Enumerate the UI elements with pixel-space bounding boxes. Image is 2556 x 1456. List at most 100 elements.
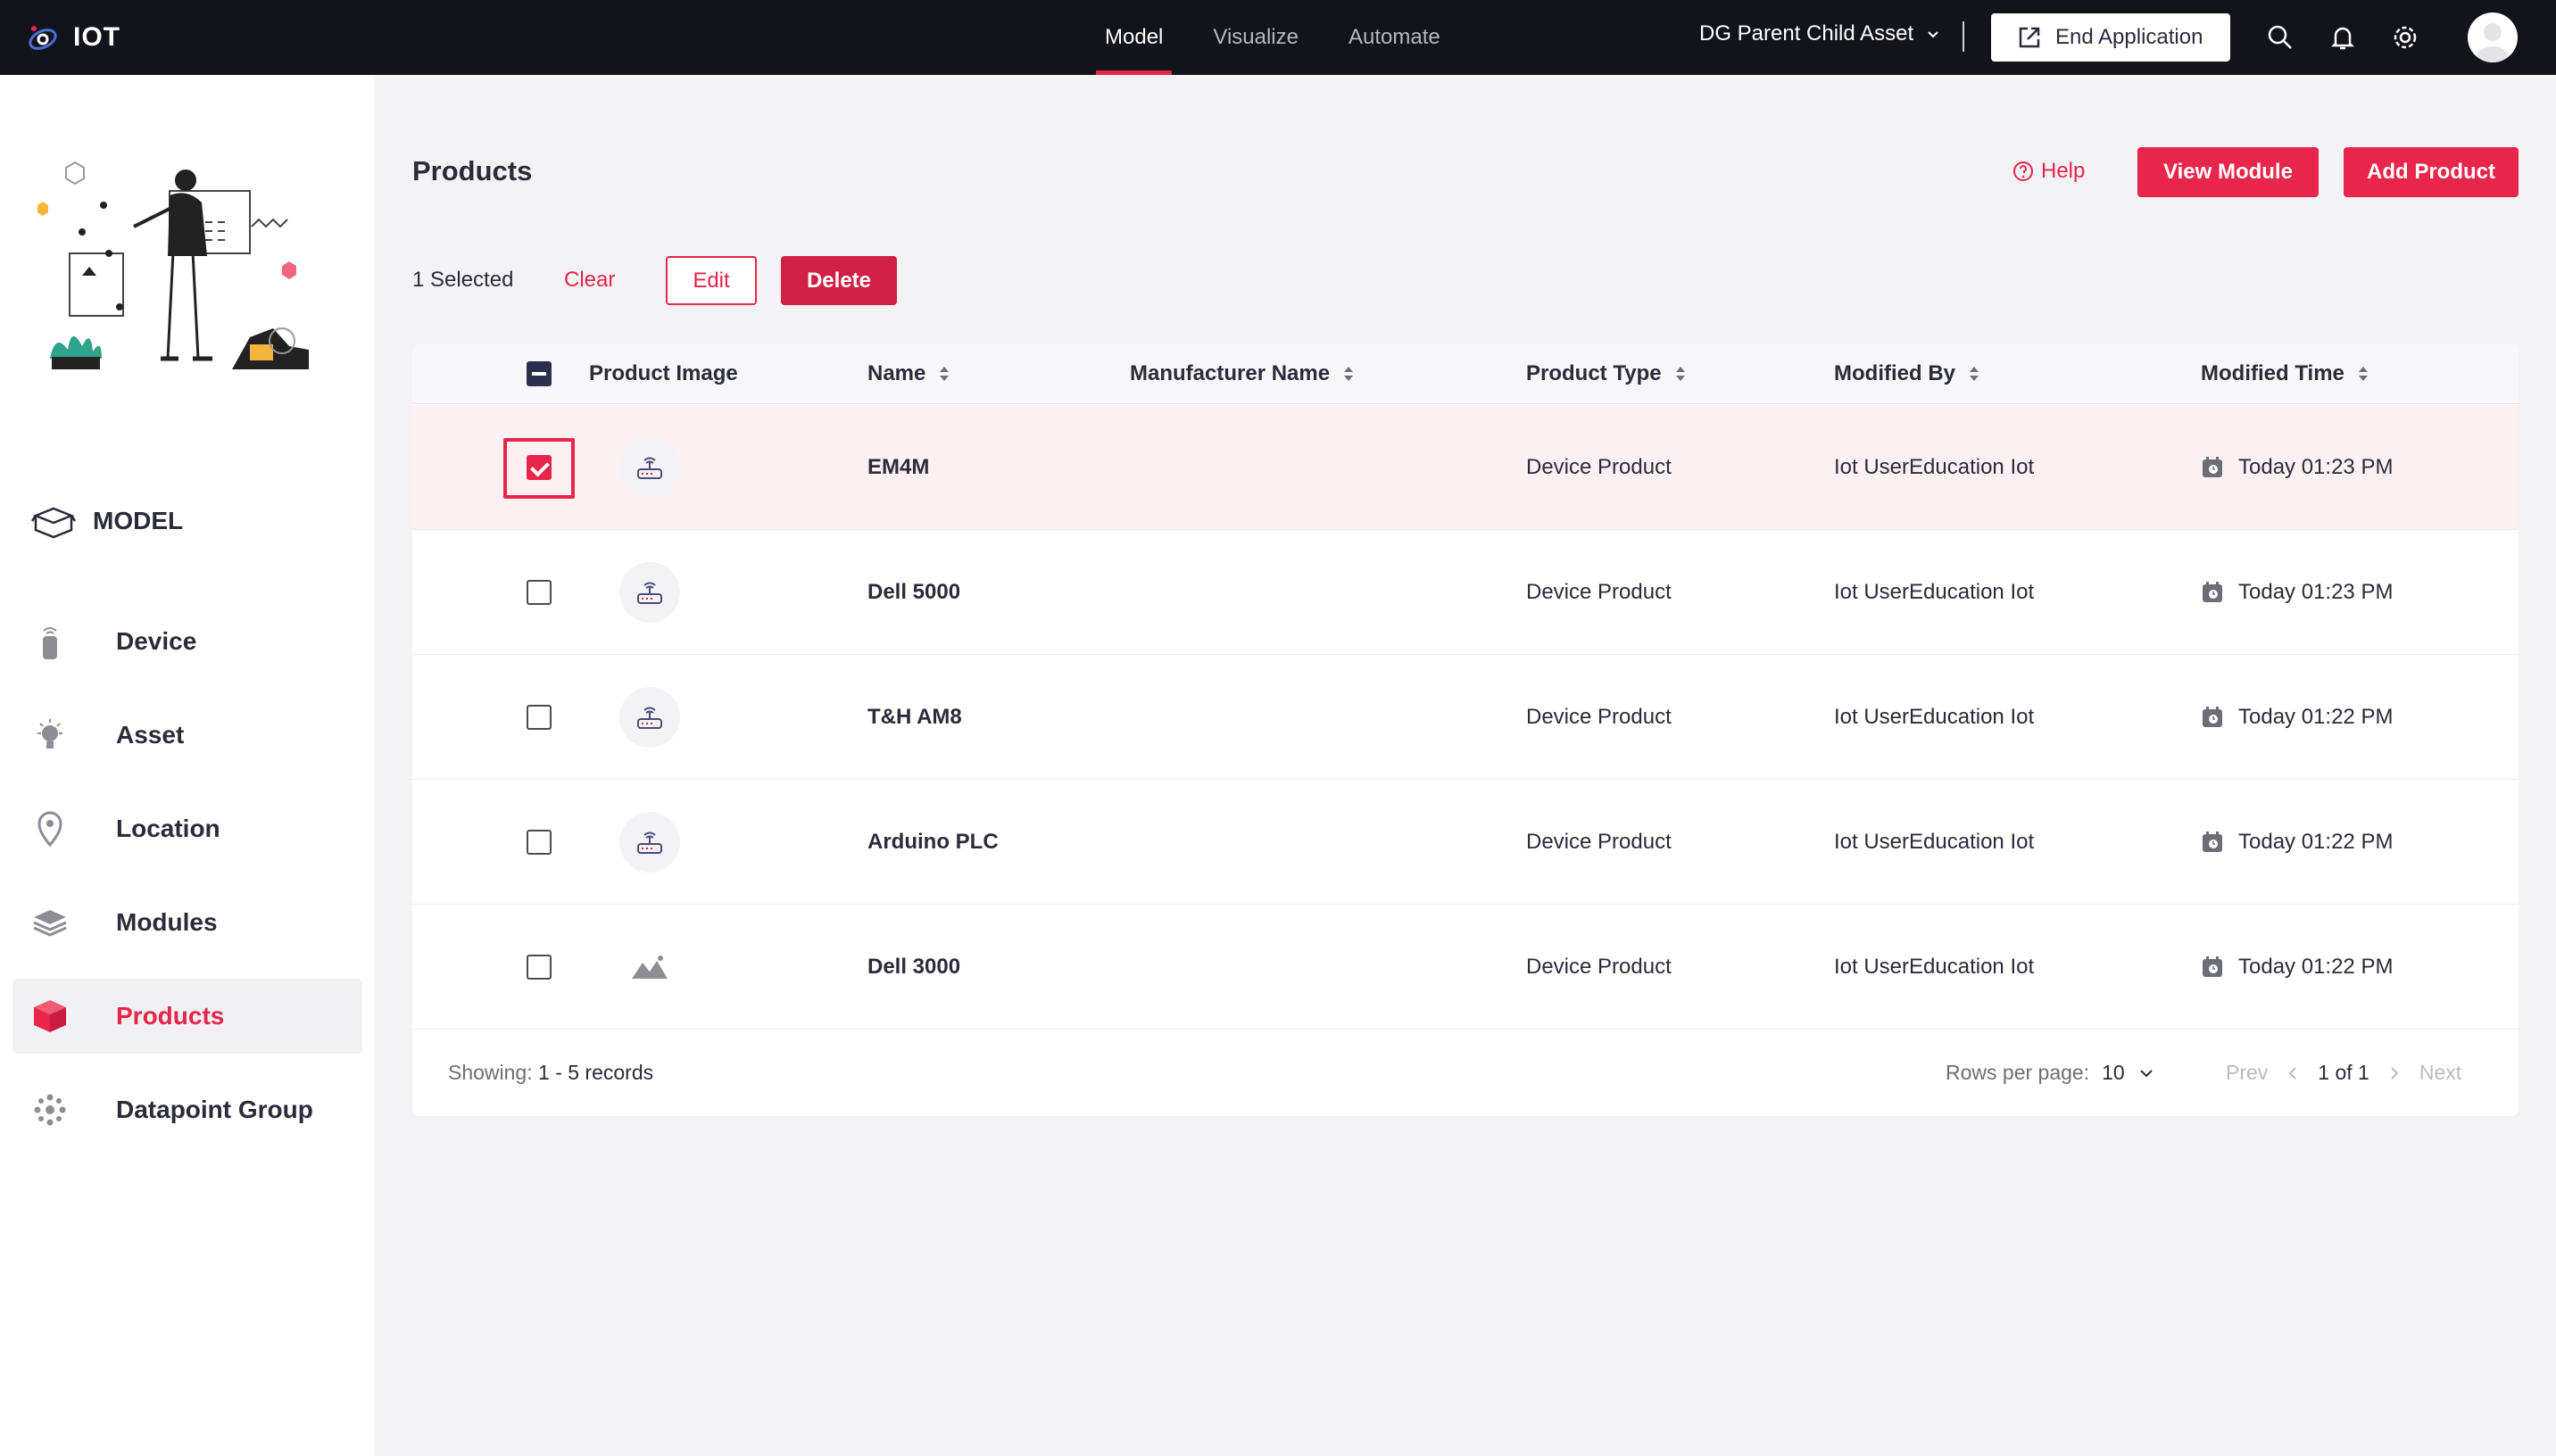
clear-selection-button[interactable]: Clear (564, 268, 616, 292)
open-box-icon (30, 507, 77, 539)
page-indicator: 1 of 1 (2318, 1061, 2369, 1084)
calendar-clock-icon (2203, 831, 2222, 852)
sidebar-item-modules[interactable]: Modules (12, 885, 362, 960)
sidebar-item-products[interactable]: Products (12, 979, 362, 1054)
product-name: Arduino PLC (867, 830, 999, 854)
search-icon[interactable] (2264, 21, 2296, 54)
application-selector-label: DG Parent Child Asset (1699, 21, 1914, 46)
calendar-clock-icon (2203, 707, 2222, 727)
select-all-checkbox[interactable] (527, 361, 552, 386)
end-application-button[interactable]: End Application (1991, 13, 2230, 62)
modified-by: Iot UserEducation Iot (1834, 705, 2035, 729)
selection-count: 1 Selected (412, 268, 514, 292)
view-module-button[interactable]: View Module (2137, 147, 2319, 197)
sidebar-item-label: Datapoint Group (116, 1096, 313, 1123)
app-logo[interactable]: IOT (25, 20, 120, 55)
edit-button[interactable]: Edit (666, 256, 757, 305)
row-checkbox[interactable] (527, 455, 552, 480)
sidebar-item-location[interactable]: Location (12, 791, 362, 866)
table-row[interactable]: EM4M Device Product Iot UserEducation Io… (412, 405, 2519, 530)
modified-time: Today 01:22 PM (2201, 905, 2393, 1030)
help-link[interactable]: Help (2012, 159, 2085, 184)
product-type: Device Product (1526, 580, 1672, 604)
bulb-icon (30, 716, 70, 755)
product-name: T&H AM8 (867, 705, 962, 729)
column-modified-by[interactable]: Modified By (1834, 343, 1980, 404)
table-row[interactable]: T&H AM8 Device Product Iot UserEducation… (412, 655, 2519, 780)
help-label: Help (2041, 159, 2086, 183)
chevron-down-icon (2139, 1069, 2153, 1077)
chevron-right-icon[interactable] (2387, 1064, 2402, 1082)
sidebar-item-label: Location (116, 815, 220, 842)
sidebar-item-label: Products (116, 1002, 225, 1030)
modified-by: Iot UserEducation Iot (1834, 830, 2035, 854)
sidebar-item-datapoint-group[interactable]: Datapoint Group (12, 1072, 362, 1147)
records-summary: Showing: 1 - 5 records (448, 1061, 653, 1085)
column-modified-time[interactable]: Modified Time (2201, 343, 2369, 404)
add-product-button[interactable]: Add Product (2344, 147, 2519, 197)
chevron-left-icon[interactable] (2286, 1064, 2300, 1082)
layers-icon (30, 903, 70, 942)
rows-per-page-label: Rows per page: (1946, 1061, 2090, 1084)
tab-automate[interactable]: Automate (1349, 25, 1440, 49)
product-name: Dell 3000 (867, 955, 961, 979)
router-icon (637, 457, 662, 479)
rows-per-page: Rows per page: 10 (1946, 1061, 2155, 1085)
gear-icon[interactable] (2389, 21, 2421, 54)
column-manufacturer-name[interactable]: Manufacturer Name (1130, 343, 1355, 404)
column-name[interactable]: Name (867, 343, 950, 404)
rows-per-page-value: 10 (2102, 1061, 2125, 1084)
product-type: Device Product (1526, 455, 1672, 479)
sidebar-item-device[interactable]: Device (12, 604, 362, 679)
model-section-label: MODEL (93, 507, 184, 534)
modified-time-text: Today 01:22 PM (2238, 955, 2394, 979)
column-label: Product Image (589, 361, 738, 385)
sort-icon (1675, 367, 1685, 381)
modified-time: Today 01:23 PM (2201, 530, 2393, 655)
pagination: Prev 1 of 1 Next (2226, 1061, 2461, 1085)
model-illustration (37, 161, 309, 369)
sidebar-item-label: Device (116, 627, 197, 655)
product-image (619, 937, 680, 997)
next-page-button[interactable]: Next (2419, 1061, 2462, 1084)
sidebar-item-label: Asset (116, 721, 185, 749)
router-icon (637, 707, 662, 729)
delete-button[interactable]: Delete (781, 256, 897, 305)
row-checkbox[interactable] (527, 705, 552, 730)
table-row[interactable]: Dell 5000 Device Product Iot UserEducati… (412, 530, 2519, 655)
sort-icon (1344, 367, 1354, 381)
column-label: Modified By (1834, 361, 1955, 385)
sort-icon (1970, 367, 1979, 381)
datapoint-icon (30, 1090, 70, 1129)
rows-per-page-select[interactable]: 10 (2102, 1061, 2155, 1085)
table-row[interactable]: Dell 3000 Device Product Iot UserEducati… (412, 905, 2519, 1030)
app-name: IOT (73, 22, 120, 52)
row-checkbox[interactable] (527, 830, 552, 855)
page-title: Products (412, 155, 533, 186)
calendar-clock-icon (2203, 457, 2222, 477)
tab-visualize[interactable]: Visualize (1213, 25, 1299, 49)
calendar-clock-icon (2203, 582, 2222, 602)
row-checkbox[interactable] (527, 955, 552, 980)
product-image (619, 437, 680, 498)
column-label: Product Type (1526, 361, 1662, 385)
column-product-type[interactable]: Product Type (1526, 343, 1687, 404)
modified-time-text: Today 01:23 PM (2238, 455, 2394, 479)
product-image (619, 562, 680, 623)
modified-by: Iot UserEducation Iot (1834, 955, 2035, 979)
tab-model[interactable]: Model (1080, 0, 1188, 75)
checkbox-focus-outline (503, 438, 575, 499)
sidebar-item-asset[interactable]: Asset (12, 698, 362, 773)
product-image (619, 687, 680, 748)
application-selector[interactable]: DG Parent Child Asset (1699, 21, 1940, 46)
bell-icon[interactable] (2327, 21, 2359, 54)
modified-time-text: Today 01:22 PM (2238, 705, 2394, 729)
table-row[interactable]: Arduino PLC Device Product Iot UserEduca… (412, 780, 2519, 905)
product-name: Dell 5000 (867, 580, 961, 604)
avatar[interactable] (2468, 12, 2518, 62)
row-checkbox[interactable] (527, 580, 552, 605)
prev-page-button[interactable]: Prev (2226, 1061, 2269, 1084)
product-name: EM4M (867, 455, 930, 479)
modified-by: Iot UserEducation Iot (1834, 455, 2035, 479)
chevron-down-icon (1928, 31, 1938, 38)
